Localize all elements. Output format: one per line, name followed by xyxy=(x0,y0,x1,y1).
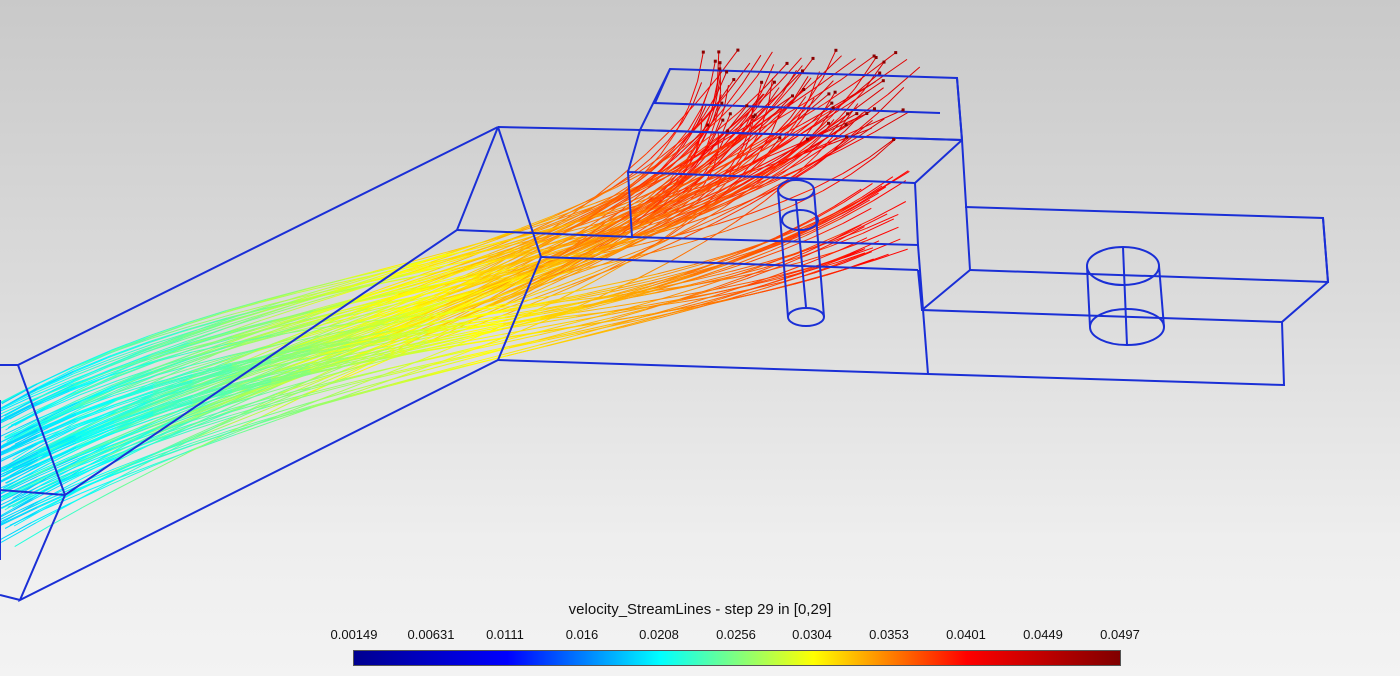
seed-point xyxy=(726,129,730,133)
seed-point xyxy=(872,54,876,58)
seed-point xyxy=(713,59,717,63)
seed-point xyxy=(801,69,804,73)
cylinder-1-top xyxy=(777,179,815,201)
seed-point xyxy=(753,113,757,117)
seed-point xyxy=(760,80,764,84)
seed-point xyxy=(846,112,850,116)
seed-point xyxy=(736,48,740,52)
cylinder-1-edge xyxy=(795,199,807,308)
outlet-duct-edge xyxy=(921,269,971,311)
seed-point xyxy=(772,80,776,84)
seed-point xyxy=(834,48,838,52)
seed-point xyxy=(894,51,898,55)
outlet-duct-edge xyxy=(927,281,1329,387)
seed-point xyxy=(901,108,905,112)
upper-chamber-edge xyxy=(956,77,963,141)
seed-point xyxy=(882,60,886,64)
seed-point xyxy=(833,90,837,94)
seed-point xyxy=(728,112,732,116)
seed-point xyxy=(831,106,835,110)
seed-point xyxy=(717,50,721,54)
inlet-duct-edge xyxy=(0,594,21,601)
cylinder-1-bottom xyxy=(787,307,825,327)
seed-point xyxy=(701,50,705,54)
seed-point xyxy=(845,135,849,139)
seed-point xyxy=(811,56,815,60)
seed-point xyxy=(791,94,794,98)
seed-point xyxy=(718,67,722,71)
seed-point xyxy=(732,78,736,82)
inlet-duct-edge xyxy=(0,489,66,496)
seed-point xyxy=(844,123,848,127)
outlet-duct-edge xyxy=(964,206,1330,284)
cylinder-2-edge xyxy=(1158,265,1165,328)
seed-point xyxy=(785,61,789,65)
upper-chamber-edge xyxy=(627,171,920,247)
upper-chamber-edge xyxy=(914,139,963,184)
seed-point xyxy=(725,70,729,74)
seed-points xyxy=(701,48,905,141)
upper-chamber-edge xyxy=(653,68,941,114)
streamlines xyxy=(0,49,921,548)
cylinder-1-edge xyxy=(813,189,825,318)
cylinder-1-mid xyxy=(781,209,819,231)
seed-point xyxy=(802,88,806,91)
seed-point xyxy=(874,56,878,59)
seed-point xyxy=(745,104,749,108)
transition-box-edge xyxy=(540,256,919,271)
cylinder-2-edge xyxy=(1086,265,1091,328)
transition-box-edge xyxy=(456,229,633,238)
seed-point xyxy=(827,92,831,96)
cylinder-2-edge xyxy=(1122,246,1128,346)
seed-point xyxy=(881,79,885,83)
geometry-wireframe xyxy=(0,67,1330,603)
seed-point xyxy=(718,61,722,65)
seed-point xyxy=(805,137,809,141)
transition-box-edge xyxy=(497,359,929,375)
seed-point xyxy=(873,107,876,111)
seed-point xyxy=(878,71,882,75)
seed-point xyxy=(778,136,782,140)
transition-box-edge xyxy=(497,126,641,131)
cylinder-1-edge xyxy=(777,189,789,318)
outlet-duct-edge xyxy=(1322,217,1329,283)
seed-point xyxy=(892,138,896,141)
seed-point xyxy=(827,121,830,125)
seed-point xyxy=(721,118,725,122)
inlet-duct-edge xyxy=(17,126,499,497)
seed-point xyxy=(865,112,869,115)
seed-point xyxy=(830,101,834,105)
seed-point xyxy=(855,112,859,116)
seed-point xyxy=(706,123,710,127)
seed-point xyxy=(720,101,724,105)
seed-point xyxy=(752,115,756,119)
